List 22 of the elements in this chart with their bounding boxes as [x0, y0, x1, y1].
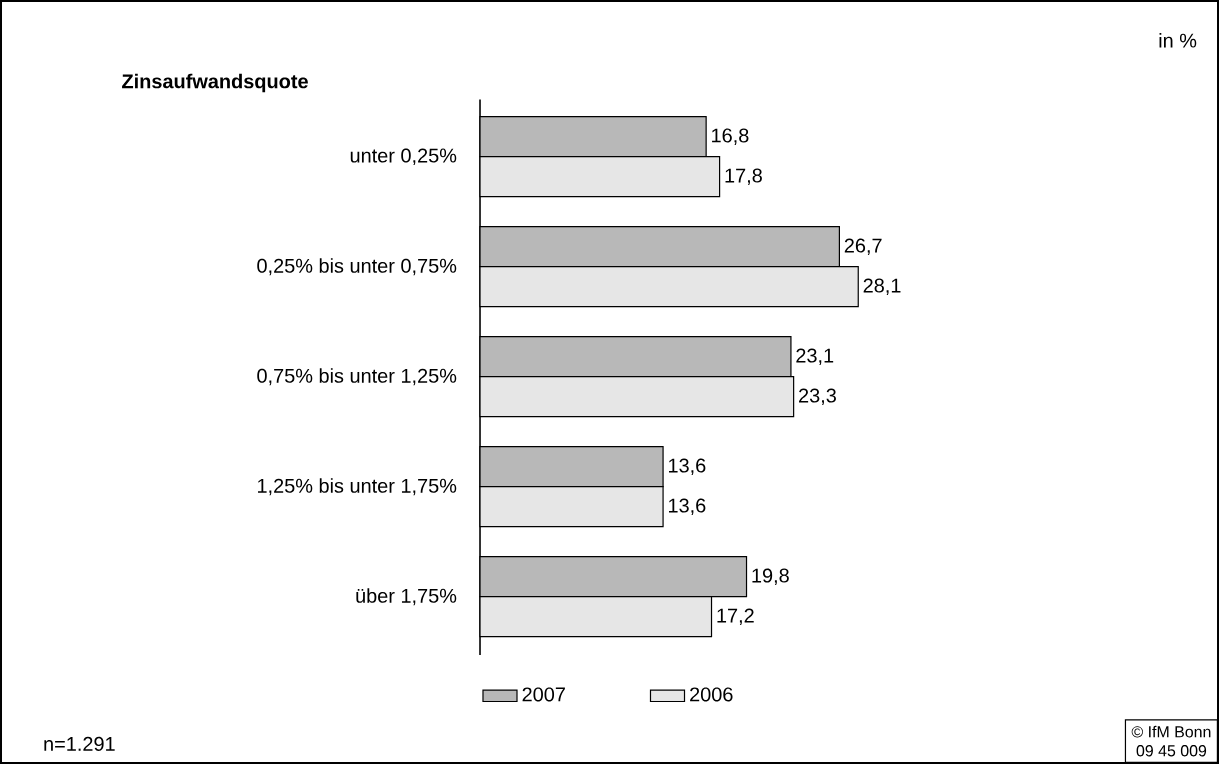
data-label: 13,6 [669, 458, 706, 475]
data-label: 28,1 [863, 278, 901, 295]
data-label: 23,3 [799, 388, 836, 405]
data-label: 23,1 [796, 348, 834, 365]
text: 09 45 009 [1136, 745, 1207, 757]
text: n=1.291 [44, 736, 115, 751]
legend-label: 2006 [690, 687, 733, 702]
text: in % [1159, 33, 1197, 48]
y-tick-label: 1,25% bis unter 1,75% [258, 478, 457, 496]
text: Zinsaufwandsquote [122, 73, 308, 93]
data-label: 26,7 [844, 238, 882, 255]
data-label: 19,8 [752, 568, 789, 585]
text: © IfM Bonn [1131, 725, 1211, 738]
legend-label: 2007 [522, 687, 565, 702]
data-label: 16,8 [712, 128, 749, 145]
data-label: 17,8 [725, 168, 762, 185]
y-tick-label: über 1,75% [356, 588, 457, 606]
y-tick-label: unter 0,25% [350, 148, 457, 165]
data-label: 13,6 [669, 498, 706, 515]
y-tick-label: 0,25% bis unter 0,75% [257, 258, 457, 276]
data-label: 17,2 [717, 608, 754, 625]
y-tick-label: 0,75% bis unter 1,25% [257, 368, 457, 386]
